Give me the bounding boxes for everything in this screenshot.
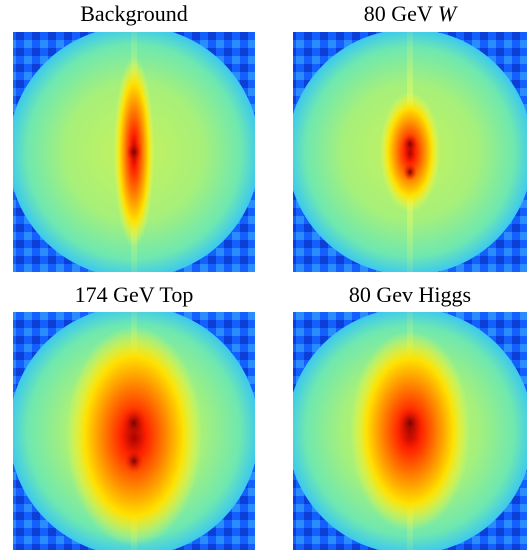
heatmap-hotspot <box>124 449 144 473</box>
jet-image-panel: 80 GeV W <box>293 1 527 272</box>
heatmap-hotspot <box>126 142 142 162</box>
panel-title: 80 Gev Higgs <box>349 282 471 307</box>
heatmap-hotspot <box>402 134 418 154</box>
heatmap-image <box>13 312 255 550</box>
panel-title: 80 GeV W <box>364 1 458 26</box>
panel-title-text: 174 GeV Top <box>75 282 194 307</box>
heatmap-image <box>293 32 527 272</box>
panel-title: 174 GeV Top <box>75 282 194 307</box>
panel-title-text: 80 Gev Higgs <box>349 282 471 307</box>
heatmap-hotspot <box>121 407 147 439</box>
heatmap-image <box>13 32 255 272</box>
heatmap-image <box>293 312 527 550</box>
jet-image-panel: Background <box>13 1 255 272</box>
jet-image-panel: 80 Gev Higgs <box>293 282 527 550</box>
heatmap-hotspot <box>397 407 423 439</box>
panel-title: Background <box>80 1 188 26</box>
panel-title-text: Background <box>80 1 188 26</box>
panel-title-symbol: W <box>438 1 458 26</box>
panel-title-text: 80 GeV <box>364 1 433 26</box>
jet-image-panel: 174 GeV Top <box>13 282 255 550</box>
heatmap-hotspot <box>402 163 418 181</box>
